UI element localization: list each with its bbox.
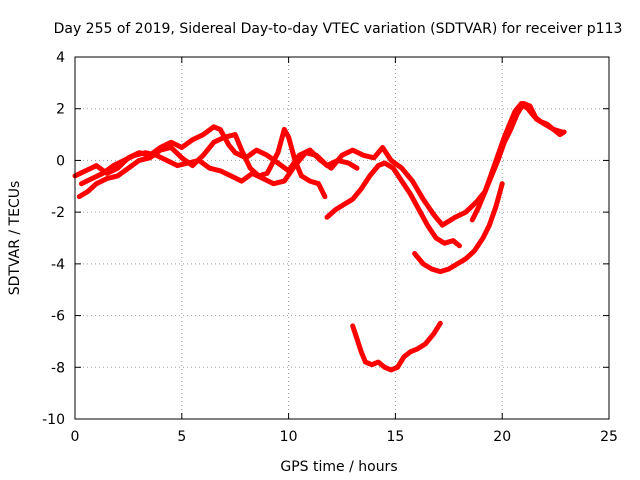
x-tick-label: 25 [600,429,618,445]
y-tick-label: 4 [56,50,65,66]
axis-ticks: 0 5 10 15 20 25 -10 -8 -6 -4 -2 0 2 4 [42,50,618,445]
x-tick-label: 10 [280,429,298,445]
y-tick-label: 2 [56,102,65,118]
x-axis-label: GPS time / hours [280,459,397,475]
x-tick-label: 15 [386,429,404,445]
series-track-2 [76,126,328,200]
x-tick-label: 20 [493,429,511,445]
y-axis-label: SDTVAR / TECUs [7,181,23,296]
series-track-1 [72,101,565,228]
y-tick-label: -6 [51,309,65,325]
y-tick-label: -2 [51,205,65,221]
y-tick-label: -4 [51,257,65,273]
data-series [72,101,567,373]
y-tick-label: 0 [56,153,65,169]
y-tick-label: -10 [42,412,65,428]
plot-frame [74,56,610,420]
x-tick-label: 5 [177,429,186,445]
series-track-3 [78,150,360,187]
x-tick-label: 0 [71,429,80,445]
series-track-7 [350,320,443,373]
y-tick-label: -8 [51,360,65,376]
series-track-6 [469,101,567,223]
series-track-5 [412,181,505,275]
chart-title: Day 255 of 2019, Sidereal Day-to-day VTE… [54,21,623,37]
series-track-4 [324,160,462,249]
